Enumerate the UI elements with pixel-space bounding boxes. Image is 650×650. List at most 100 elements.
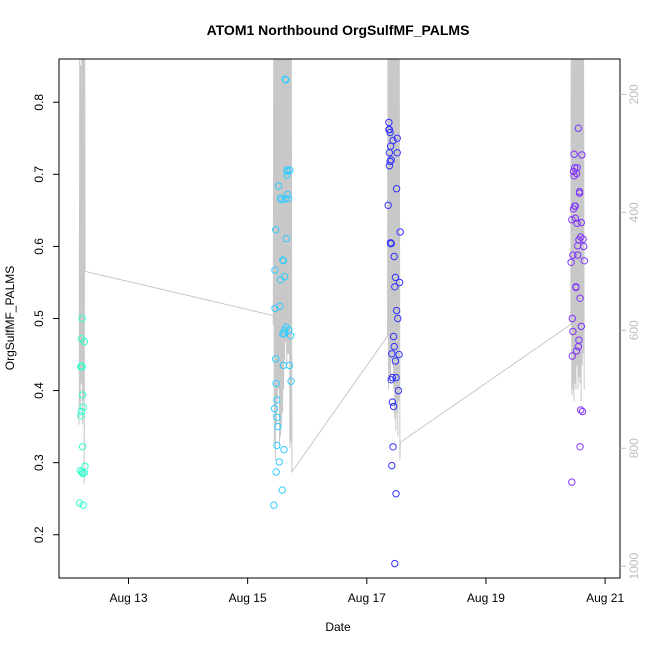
y-axis-label: OrgSulfMF_PALMS [3,266,17,370]
data-point-flight4 [568,478,576,486]
data-point-flight4 [573,219,581,228]
data-point-flight2 [270,501,278,509]
right-y-tick-label: 600 [627,320,641,340]
x-tick-label: Aug 17 [348,591,386,605]
data-point-flight3 [391,273,400,282]
data-point-flight1 [78,363,86,371]
data-point-flight2 [273,413,281,421]
data-point-flight2 [278,486,286,494]
data-point-flight3 [396,228,404,236]
right-y-tick-label: 1000 [627,553,641,580]
data-point-flight4 [576,443,584,451]
data-point-flight4 [580,257,588,265]
data-point-flight2 [281,75,289,83]
data-point-flight3 [392,490,400,498]
data-point-flight4 [574,124,582,132]
data-point-flight4 [571,214,579,223]
data-point-flight3 [389,136,397,145]
data-point-flight3 [391,357,400,365]
data-point-flight2 [286,166,294,174]
y-axis: 0.2 0.3 0.4 0.5 0.6 0.7 0.8 [32,94,59,543]
data-point-flight1 [78,391,87,399]
x-tick-label: Aug 15 [229,591,267,605]
data-point-flight2 [280,273,289,281]
data-point-flight2 [286,332,295,340]
data-point-flight3 [393,134,401,143]
data-point-flight4 [568,216,576,224]
data-point-flight1 [78,443,87,451]
data-point-flight4 [577,406,585,414]
data-point-flight3 [387,239,395,248]
data-point-flight2 [274,422,282,431]
data-point-flight4 [567,258,575,266]
data-point-flight4 [572,169,581,178]
data-point-flight4 [575,336,583,344]
data-point-flight3 [388,398,397,406]
data-point-flight4 [572,347,581,355]
y-tick-label: 0.3 [32,454,46,471]
data-point-flight2 [272,355,280,363]
data-point-flight2 [284,195,292,203]
data-point-flight3 [390,342,398,351]
data-point-flight2 [280,329,288,338]
data-point-flight2 [276,194,285,202]
data-point-flight3 [392,185,401,193]
data-point-flight2 [282,76,290,84]
data-point-flight2 [271,266,279,274]
data-point-flight4 [568,314,576,323]
y-tick-label: 0.2 [32,526,46,543]
data-point-flight1 [77,362,86,370]
x-axis: Aug 13 Aug 15 Aug 17 Aug 19 Aug 21 [109,578,624,605]
data-point-flight2 [287,377,295,385]
data-point-flight1 [81,462,89,470]
data-point-flight3 [386,157,394,166]
data-point-flight4 [579,235,587,243]
data-point-flight3 [390,252,398,261]
data-point-flight4 [571,202,579,210]
data-point-flight3 [386,239,395,247]
y-tick-label: 0.6 [32,238,46,255]
data-point-flight1 [75,499,84,507]
data-point-flight2 [272,379,280,388]
data-point-flight1 [79,403,87,411]
data-point-flight1 [79,501,87,509]
data-point-flight3 [388,350,396,358]
x-tick-label: Aug 19 [467,591,505,605]
data-point-flight2 [283,190,292,199]
data-point-flight3 [392,306,401,315]
data-point-flight4 [578,151,586,159]
right-y-tick-label: 800 [627,438,641,458]
data-point-flight2 [271,304,279,313]
data-point-flight4 [569,251,577,259]
data-point-flight3 [391,559,399,568]
data-point-flight3 [387,156,395,164]
data-point-flight4 [574,251,582,259]
data-point-flight3 [395,350,403,359]
y-tick-label: 0.4 [32,382,46,399]
altitude-line [78,58,585,484]
data-point-flight3 [392,373,400,382]
altitude-trace [78,58,585,484]
data-point-flight1 [77,407,86,416]
y-tick-label: 0.5 [32,310,46,327]
data-point-flight2 [272,468,280,476]
data-point-flight4 [577,322,585,331]
data-point-flight2 [273,441,281,450]
data-point-flight3 [389,332,398,341]
right-y-tick-label: 400 [627,202,641,222]
data-point-flight4 [572,283,580,292]
data-point-flight3 [385,125,394,134]
data-point-flight4 [570,150,578,158]
data-point-flight3 [385,118,393,127]
data-point-flight3 [388,373,397,382]
right-y-tick-label: 200 [627,84,641,104]
data-point-flight3 [391,283,399,291]
x-tick-label: Aug 21 [586,591,624,605]
data-point-flight2 [272,226,280,234]
data-point-flight3 [389,402,398,411]
data-point-flight2 [281,195,289,203]
data-point-flight2 [274,182,283,190]
data-point-flight4 [573,164,581,172]
data-point-flight4 [577,218,585,227]
data-point-flight3 [384,201,392,210]
